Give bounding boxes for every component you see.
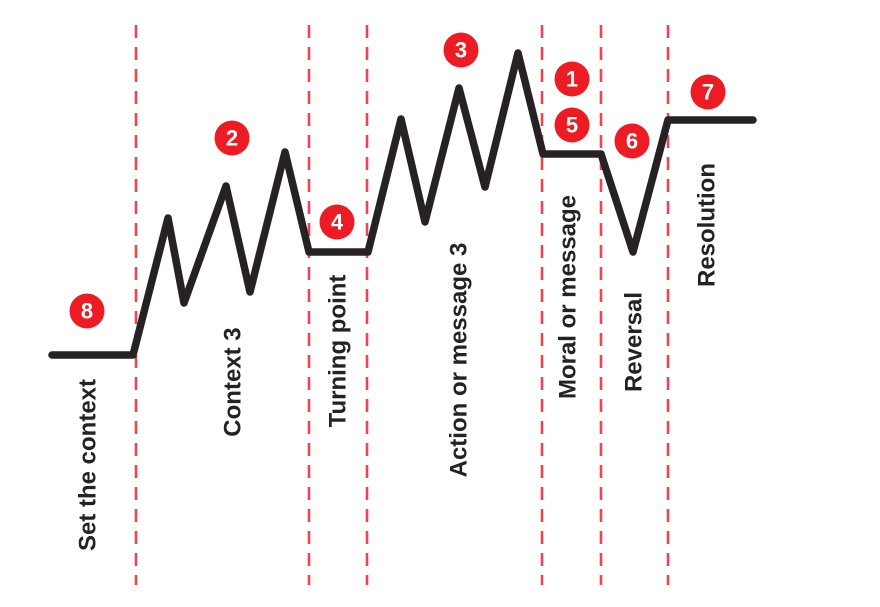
badge-5: 5	[554, 107, 590, 143]
badge-number: 7	[702, 80, 714, 105]
badge-circle	[319, 204, 355, 240]
section-dividers	[134, 25, 670, 585]
badge-2: 2	[214, 120, 250, 156]
badge-4: 4	[319, 204, 355, 240]
badge-1: 1	[554, 61, 590, 97]
badge-circle	[690, 74, 726, 110]
badge-circle	[554, 107, 590, 143]
label-moral-or-message: Moral or message	[555, 195, 582, 399]
badge-3: 3	[443, 32, 479, 68]
badge-number: 5	[566, 113, 578, 138]
badge-7: 7	[690, 74, 726, 110]
badge-number: 3	[455, 38, 467, 63]
badge-circle	[443, 32, 479, 68]
badge-circle	[69, 293, 105, 329]
step-badges: 8 2 4 3 1 5 6	[69, 32, 726, 329]
label-set-the-context: Set the context	[75, 379, 102, 551]
label-action-or-message-3: Action or message 3	[446, 243, 473, 478]
label-turning-point: Turning point	[325, 275, 352, 428]
badge-number: 8	[81, 299, 93, 324]
badge-circle	[614, 123, 650, 159]
badge-number: 6	[626, 129, 638, 154]
story-arc-line	[48, 49, 757, 359]
badge-number: 2	[226, 126, 238, 151]
label-resolution: Resolution	[694, 163, 721, 287]
badge-circle	[214, 120, 250, 156]
badge-6: 6	[614, 123, 650, 159]
label-context-3: Context 3	[220, 327, 247, 436]
badge-8: 8	[69, 293, 105, 329]
badge-circle	[554, 61, 590, 97]
section-labels: Set the context Context 3 Turning point …	[75, 163, 721, 551]
badge-number: 4	[331, 210, 344, 235]
badge-number: 1	[566, 67, 578, 92]
label-reversal: Reversal	[621, 292, 648, 392]
